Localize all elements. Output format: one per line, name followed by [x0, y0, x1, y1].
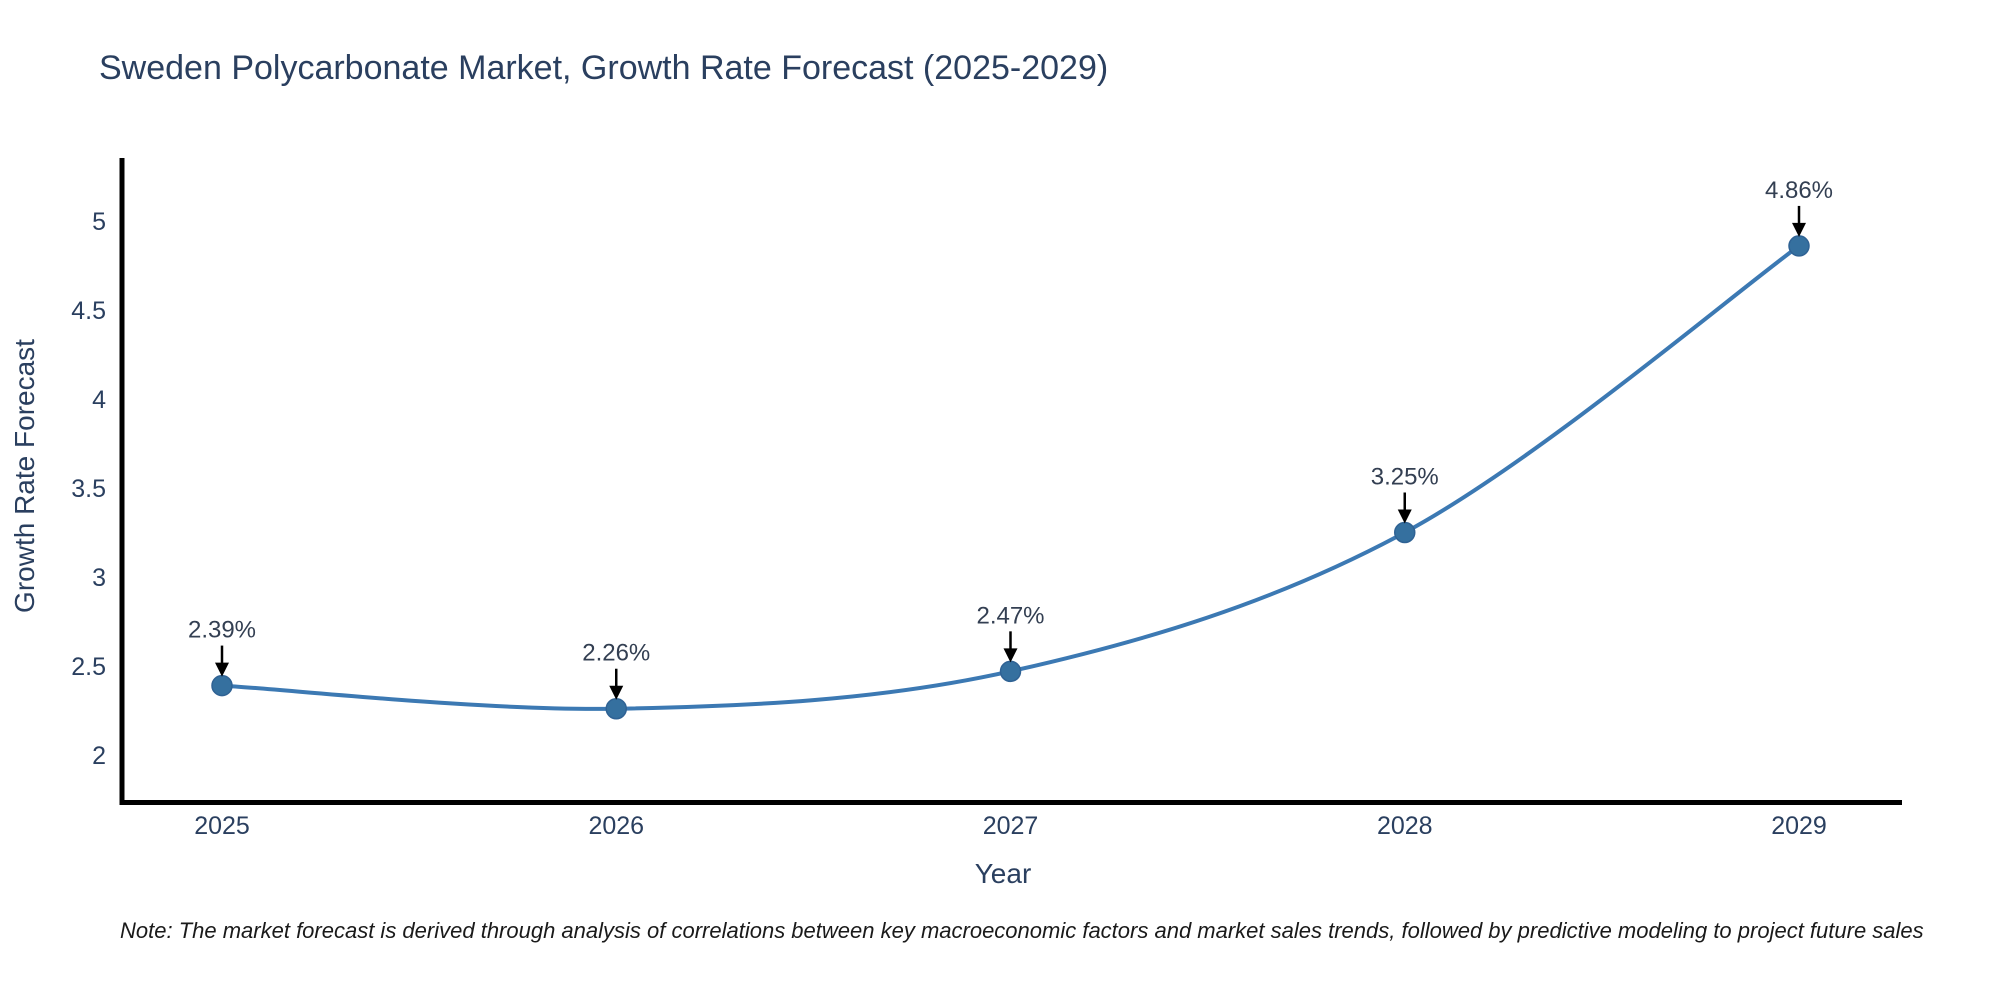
- annotation-label: 2.39%: [188, 617, 256, 644]
- annotation-label: 3.25%: [1371, 464, 1439, 491]
- point-annotation: 3.25%: [1371, 464, 1439, 524]
- y-tick-label: 4.5: [71, 297, 106, 325]
- footnote: Note: The market forecast is derived thr…: [120, 918, 1924, 943]
- data-point: [999, 660, 1022, 683]
- point-annotation: 4.86%: [1765, 177, 1833, 237]
- y-tick-label: 2: [92, 742, 106, 770]
- x-tick-label: 2026: [588, 812, 644, 840]
- chart-title: Sweden Polycarbonate Market, Growth Rate…: [99, 49, 1108, 87]
- series-line: [220, 243, 1801, 711]
- annotation-label: 2.47%: [976, 602, 1044, 629]
- y-tick-label: 4: [92, 386, 106, 414]
- annotation-arrowhead-icon: [215, 662, 229, 677]
- annotation-arrowhead-icon: [609, 685, 624, 700]
- point-annotation: 2.26%: [582, 640, 650, 700]
- y-tick-label: 2.5: [71, 653, 106, 681]
- point-annotation: 2.47%: [976, 602, 1045, 663]
- annotation-label: 2.26%: [582, 640, 650, 667]
- x-axis-title: Year: [975, 858, 1032, 889]
- data-point: [211, 674, 233, 697]
- y-tick-label: 3.5: [71, 475, 106, 503]
- y-tick-label: 5: [92, 208, 106, 236]
- x-tick-label: 2025: [194, 812, 250, 840]
- y-axis-title: Growth Rate Forecast: [9, 339, 40, 613]
- y-tick-label: 3: [92, 564, 106, 592]
- x-tick-label: 2028: [1377, 812, 1433, 840]
- point-annotations: 2.39% 2.26% 2.47% 3.25% 4.86%: [188, 177, 1833, 700]
- x-tick-label: 2029: [1771, 812, 1827, 840]
- point-annotation: 2.39%: [188, 617, 256, 677]
- data-point: [1788, 235, 1810, 257]
- x-axis-ticks: 2025 2026 2027 2028 2029: [194, 812, 1827, 840]
- y-axis-ticks: 2 2.5 3 3.5 4 4.5 5: [71, 208, 106, 770]
- annotation-arrowhead-icon: [1792, 222, 1806, 237]
- data-point: [1394, 521, 1416, 544]
- annotation-arrowhead-icon: [1003, 648, 1018, 663]
- annotation-arrowhead-icon: [1397, 509, 1412, 524]
- annotation-label: 4.86%: [1765, 177, 1833, 204]
- x-tick-label: 2027: [983, 812, 1039, 840]
- data-points: [211, 235, 1810, 720]
- data-point: [605, 697, 627, 720]
